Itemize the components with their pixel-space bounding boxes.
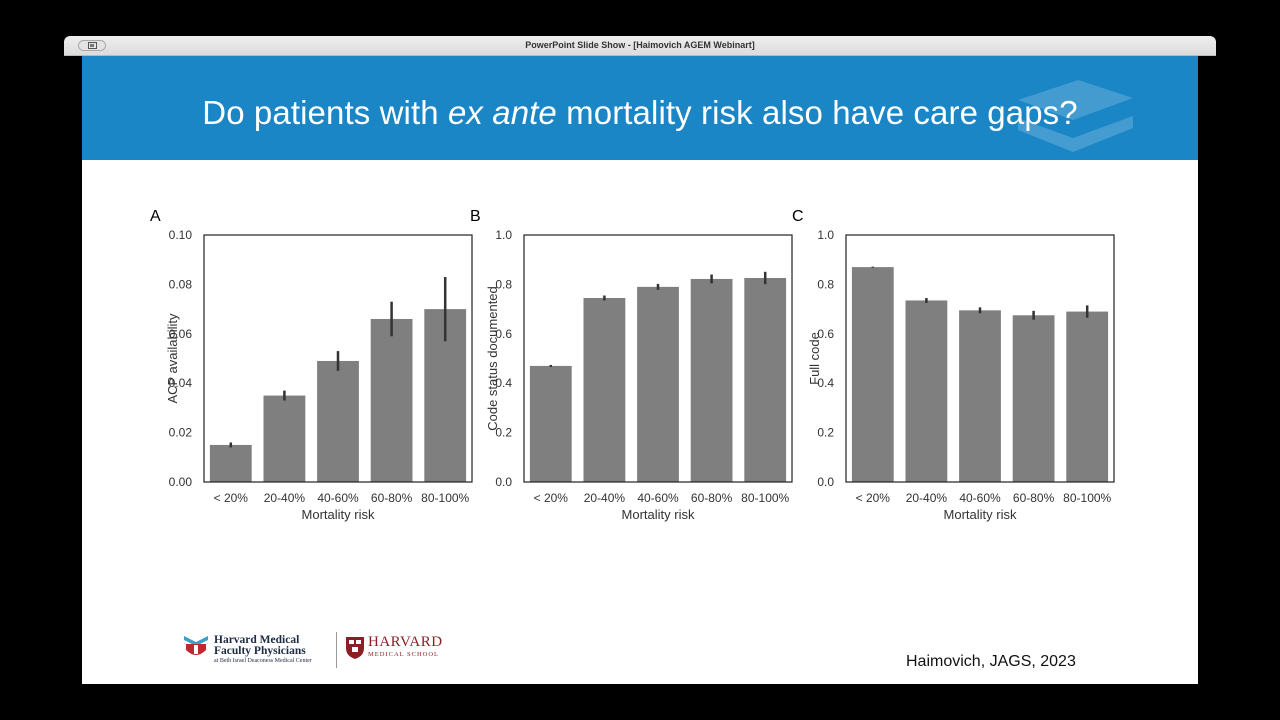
y-tick-label: 0.4 xyxy=(495,376,512,390)
window-control-button[interactable] xyxy=(78,40,106,51)
chart-bar xyxy=(744,277,787,482)
chart-bar xyxy=(1012,315,1055,482)
chart-bar xyxy=(959,310,1001,482)
y-tick-label: 1.0 xyxy=(495,228,512,242)
chart-bar xyxy=(370,318,413,482)
x-tick-label: 60-80% xyxy=(1013,491,1055,505)
hmfp-logo-icon xyxy=(184,636,208,655)
y-tick-label: 0.0 xyxy=(817,475,834,489)
x-tick-label: < 20% xyxy=(856,491,891,505)
y-tick-label: 0.00 xyxy=(169,475,193,489)
x-tick-label: 40-60% xyxy=(959,491,1001,505)
y-tick-label: 0.8 xyxy=(495,277,512,291)
plot-frame xyxy=(203,234,473,483)
citation: Haimovich, JAGS, 2023 xyxy=(906,653,1076,670)
x-axis-label: Mortality risk xyxy=(302,507,375,522)
x-tick-label: < 20% xyxy=(534,491,569,505)
y-tick-label: 0.6 xyxy=(495,327,512,341)
chart-panel-a: A 0.00 0.02 0.04 0.06 0.08 0.10 < 20% 20-40% 40-6… xyxy=(150,208,473,522)
slide: Do patients with ex ante mortality risk … xyxy=(82,56,1198,684)
y-tick-label: 0.10 xyxy=(169,228,193,242)
x-tick-label: < 20% xyxy=(214,491,249,505)
chart-bar xyxy=(209,444,252,482)
window-titlebar: PowerPoint Slide Show - [Haimovich AGEM … xyxy=(64,36,1216,56)
x-tick-label: 40-60% xyxy=(637,491,679,505)
y-axis-label: Code status documented xyxy=(485,286,500,431)
panel-label: C xyxy=(792,208,804,225)
footer-logos: Harvard Medical Faculty Physicians at Be… xyxy=(184,632,454,672)
x-tick-label: 80-100% xyxy=(1063,491,1111,505)
chart-bar xyxy=(263,395,306,482)
chart-bar xyxy=(637,286,679,482)
slide-title: Do patients with ex ante mortality risk … xyxy=(202,94,1078,131)
x-tick-label: 20-40% xyxy=(906,491,948,505)
panel-label: B xyxy=(470,208,481,225)
y-tick-label: 0.4 xyxy=(817,376,834,390)
panel-label: A xyxy=(150,208,161,225)
hms-logo-text: HARVARD MEDICAL SCHOOL xyxy=(368,634,443,658)
harvard-shield-icon xyxy=(346,637,364,659)
chart-panel-b: B 0.0 0.2 0.4 0.6 0.8 1.0 < 20% 20-40% 40-60% 60-8… xyxy=(470,208,793,522)
y-tick-label: 0.0 xyxy=(495,475,512,489)
chart-bar xyxy=(583,297,626,482)
slideshow-window: PowerPoint Slide Show - [Haimovich AGEM … xyxy=(64,36,1216,684)
y-tick-label: 0.08 xyxy=(169,277,193,291)
y-axis-label: Full code xyxy=(807,332,822,385)
chart-bar xyxy=(905,300,948,482)
hmfp-logo-text: Harvard Medical Faculty Physicians at Be… xyxy=(214,634,312,664)
logo-divider xyxy=(336,632,337,668)
x-axis-label: Mortality risk xyxy=(622,507,695,522)
chart-bar xyxy=(690,278,733,482)
x-tick-label: 60-80% xyxy=(371,491,413,505)
x-tick-label: 80-100% xyxy=(741,491,789,505)
chart-bar xyxy=(317,360,359,482)
x-axis-label: Mortality risk xyxy=(944,507,1017,522)
y-tick-label: 1.0 xyxy=(817,228,834,242)
x-tick-label: 40-60% xyxy=(317,491,359,505)
y-tick-label: 0.6 xyxy=(817,327,834,341)
x-tick-label: 20-40% xyxy=(264,491,306,505)
window-title: PowerPoint Slide Show - [Haimovich AGEM … xyxy=(525,40,755,50)
chart-bar xyxy=(1066,311,1109,482)
y-tick-label: 0.02 xyxy=(169,426,193,440)
chart-bar xyxy=(851,267,894,482)
y-axis-label: ACP availability xyxy=(165,313,180,404)
y-tick-label: 0.8 xyxy=(817,277,834,291)
decorative-books-icon xyxy=(1018,80,1133,152)
x-tick-label: 20-40% xyxy=(584,491,626,505)
chart-panel-c: C 0.0 0.2 0.4 0.6 0.8 1.0 < 20% 20-40% 40-60% 60-8… xyxy=(792,208,1115,522)
x-tick-label: 80-100% xyxy=(421,491,469,505)
y-tick-label: 0.04 xyxy=(169,376,193,390)
title-banner: Do patients with ex ante mortality risk … xyxy=(82,56,1198,160)
x-tick-label: 60-80% xyxy=(691,491,733,505)
y-tick-label: 0.2 xyxy=(817,426,834,440)
y-tick-label: 0.2 xyxy=(495,426,512,440)
plot-frame xyxy=(845,234,1115,483)
plot-frame xyxy=(523,234,793,483)
y-tick-label: 0.06 xyxy=(169,327,193,341)
slideshow-icon xyxy=(88,42,97,49)
chart-bar xyxy=(529,365,572,482)
